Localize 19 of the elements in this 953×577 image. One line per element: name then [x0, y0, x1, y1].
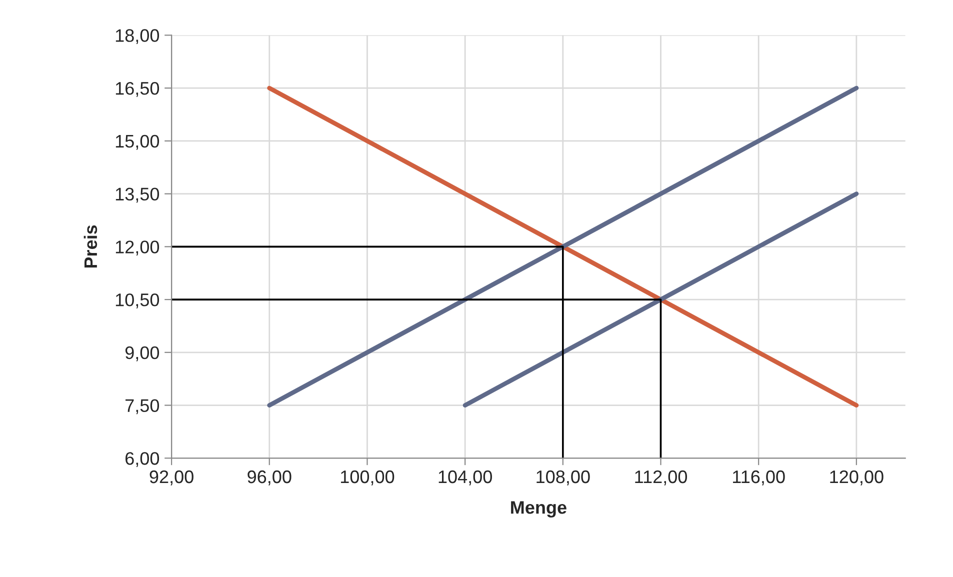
y-tick-label: 7,50 [126, 399, 160, 414]
x-tick-label: 120,00 [830, 470, 884, 486]
x-tick-label: 108,00 [536, 470, 590, 486]
y-tick-label: 18,00 [116, 29, 160, 44]
x-tick-label: 116,00 [733, 470, 785, 486]
y-tick-label: 13,50 [116, 188, 160, 203]
y-tick-label: 15,00 [116, 134, 160, 150]
x-tick-label: 112,00 [635, 470, 687, 486]
x-tick-label: 100,00 [340, 470, 394, 486]
y-tick-label: 6,00 [126, 452, 160, 467]
y-tick-label: 9,00 [125, 346, 160, 362]
y-tick-label: 10,50 [116, 293, 160, 308]
x-tick-label: 104,00 [438, 470, 492, 486]
y-tick-label: 16,50 [116, 82, 160, 97]
x-axis-title: Menge [511, 501, 566, 518]
x-tick-label: 92,00 [150, 470, 194, 486]
x-tick-label: 96,00 [248, 470, 292, 486]
y-axis-title: Preis [84, 225, 98, 268]
y-tick-label: 12,00 [116, 240, 160, 256]
